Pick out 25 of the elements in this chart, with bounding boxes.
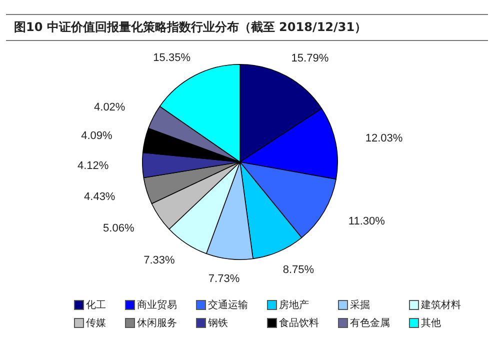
legend-label: 采掘 (350, 298, 370, 312)
data-label: 4.43% (84, 190, 116, 203)
data-label: 11.30% (348, 216, 386, 228)
legend-label: 建筑材料 (421, 298, 461, 312)
legend-label: 房地产 (279, 298, 309, 312)
data-label: 5.06% (103, 222, 134, 234)
legend-label: 化工 (86, 299, 106, 312)
data-label: 4.02% (94, 102, 126, 114)
data-label: 15.79% (291, 52, 329, 65)
chart-title: 图10 中证价值回报量化策略指数行业分布（截至 2018/12/31） (6, 14, 488, 41)
legend-label: 食品饮料 (279, 316, 319, 330)
legend-label: 交通运输 (208, 298, 248, 312)
legend-label: 钢铁 (208, 317, 228, 330)
data-label: 4.09% (81, 130, 113, 142)
legend-label: 传媒 (86, 317, 106, 330)
legend-label: 休闲服务 (137, 317, 177, 330)
data-label: 7.73% (208, 272, 240, 285)
data-label: 15.35% (153, 52, 191, 64)
legend-label: 其他 (421, 316, 441, 330)
data-label: 4.12% (77, 160, 109, 172)
legend-label: 商业贸易 (137, 298, 177, 312)
legend-label: 有色金属 (350, 317, 390, 330)
data-label: 8.75% (282, 264, 314, 276)
data-label: 7.33% (144, 254, 175, 266)
data-label: 12.03% (365, 132, 403, 145)
